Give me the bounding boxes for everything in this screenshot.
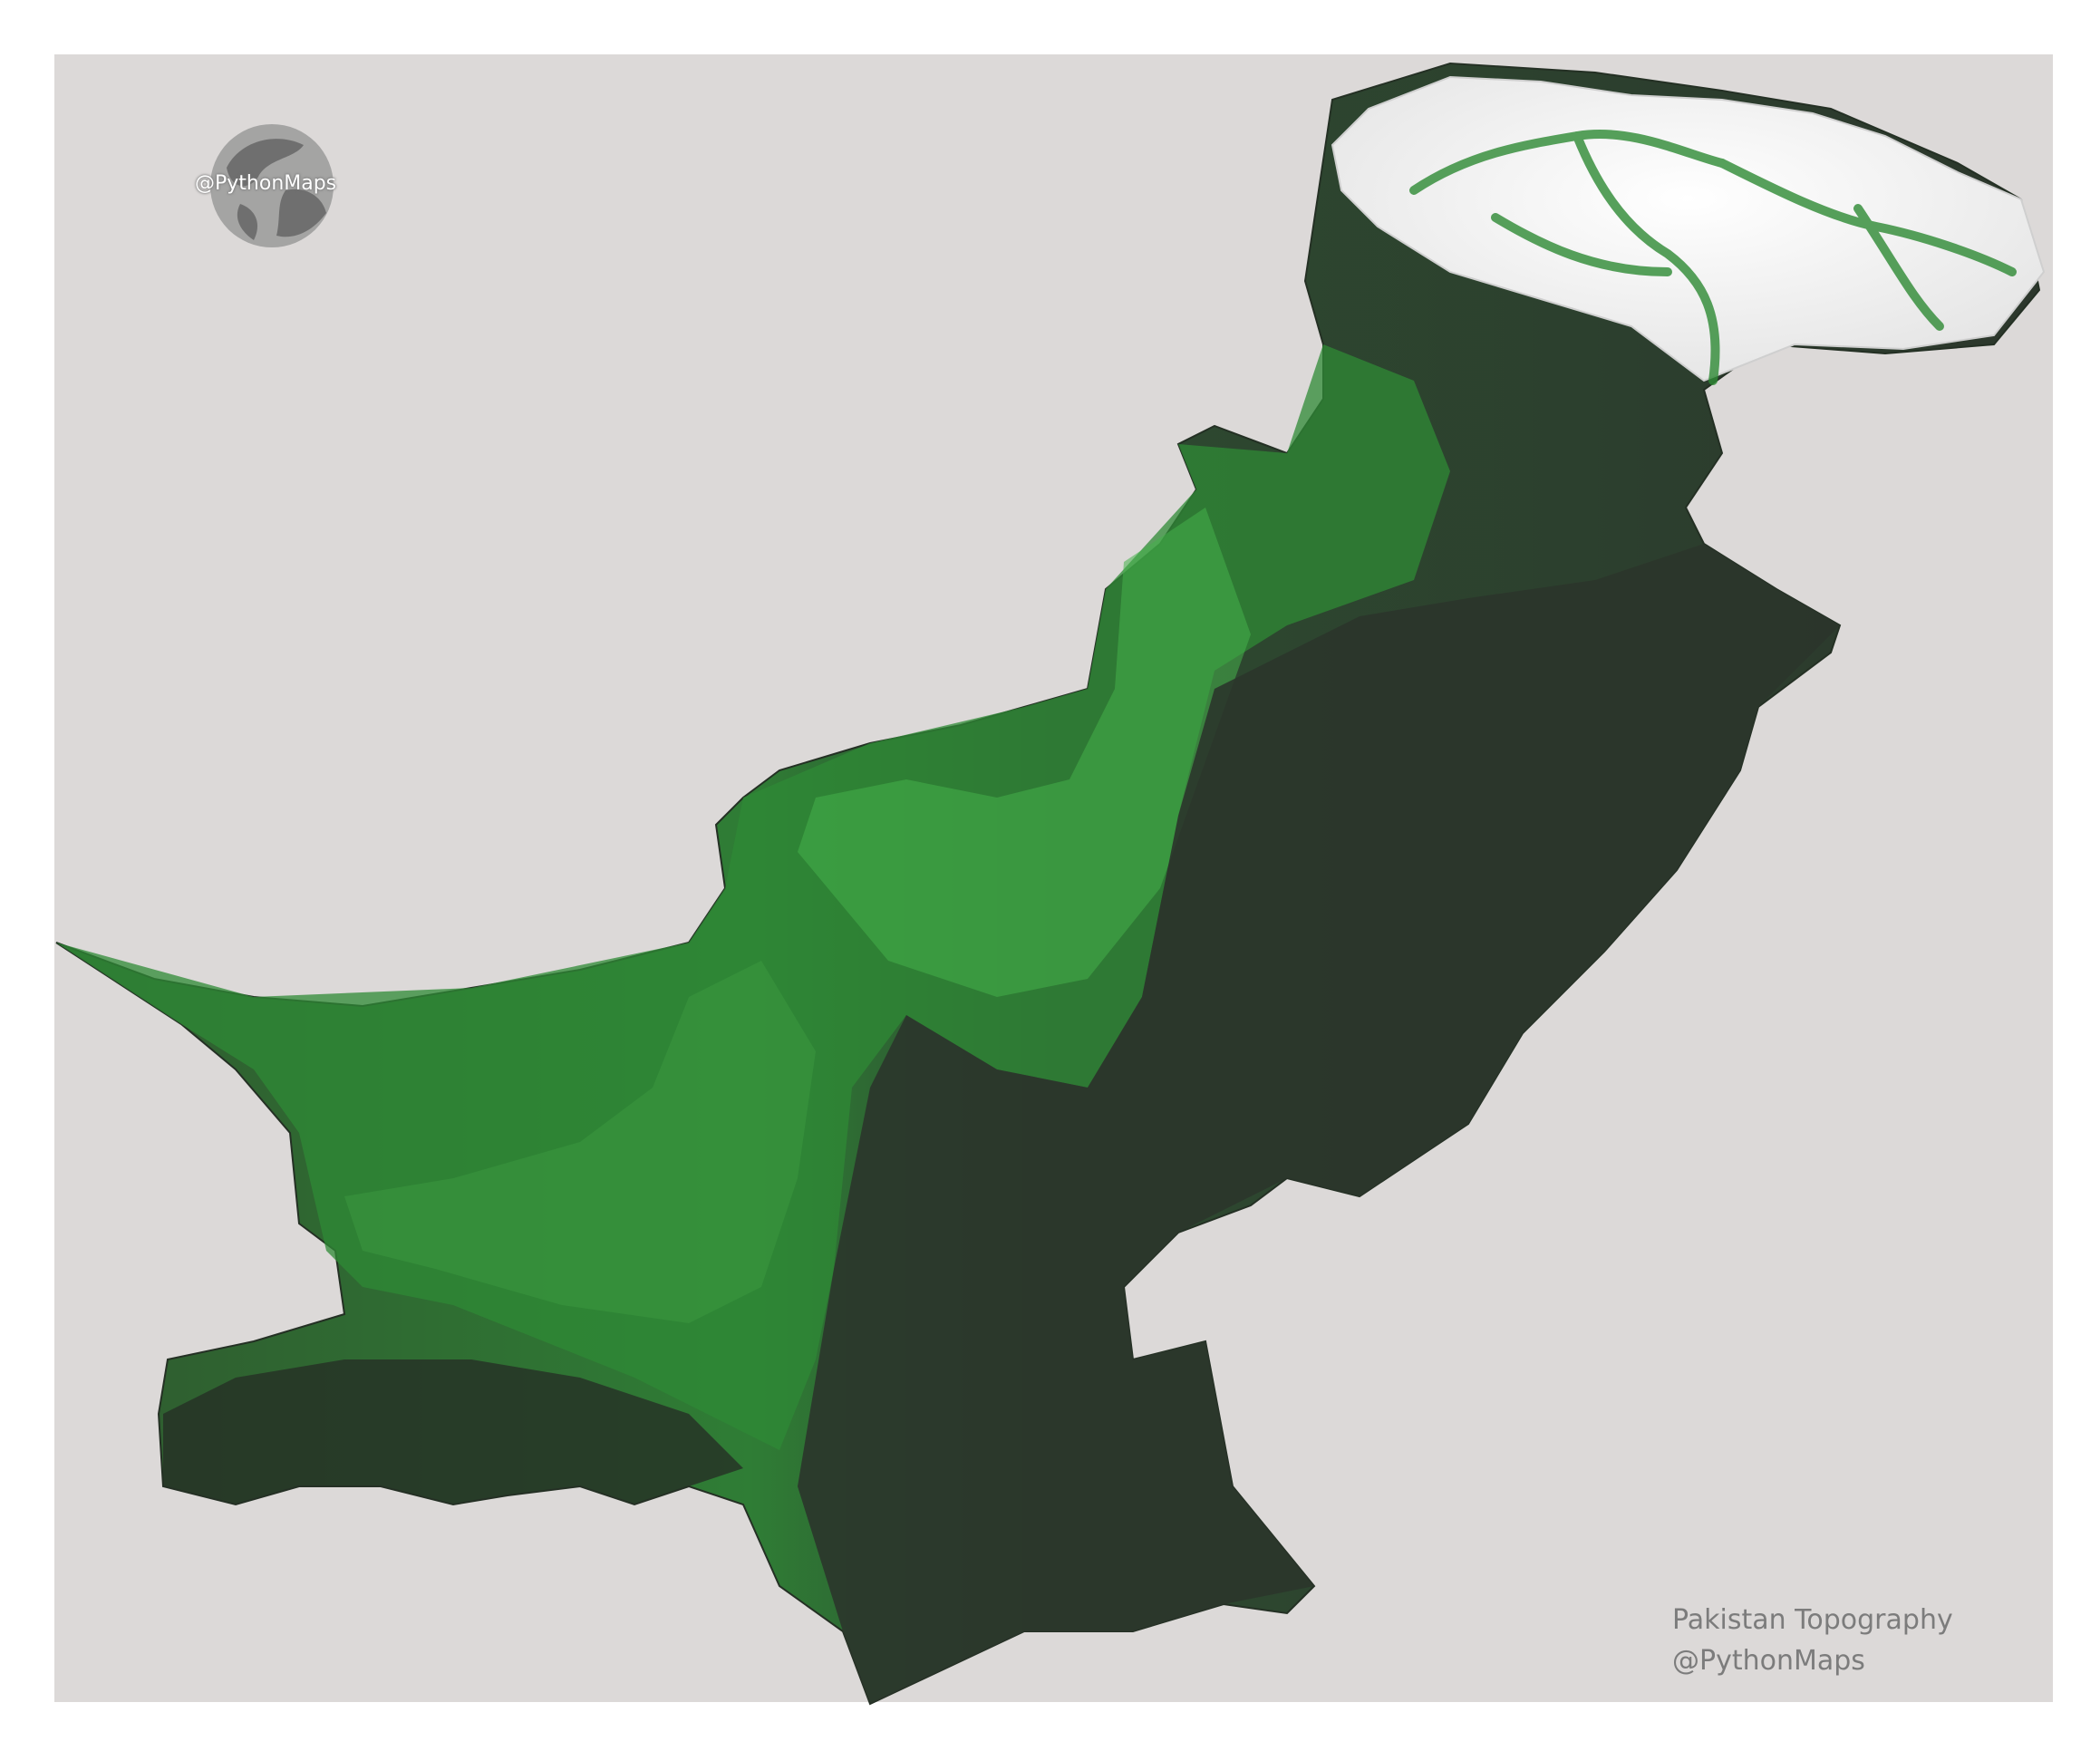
ridge-highlights <box>798 508 1251 997</box>
logo-label: @PythonMaps <box>195 172 337 195</box>
mountain-belt <box>56 344 1450 1450</box>
makran-coast <box>163 1359 743 1504</box>
indus-plain <box>798 544 1840 1704</box>
map-caption: Pakistan Topography @PythonMaps <box>1672 1600 1953 1681</box>
map-title: Pakistan Topography <box>1672 1604 1953 1636</box>
ridge-highlights-south <box>344 961 816 1323</box>
globe-logo-icon <box>210 124 334 247</box>
map-credit: @PythonMaps <box>1672 1645 1865 1677</box>
river-valleys <box>1409 129 2017 385</box>
